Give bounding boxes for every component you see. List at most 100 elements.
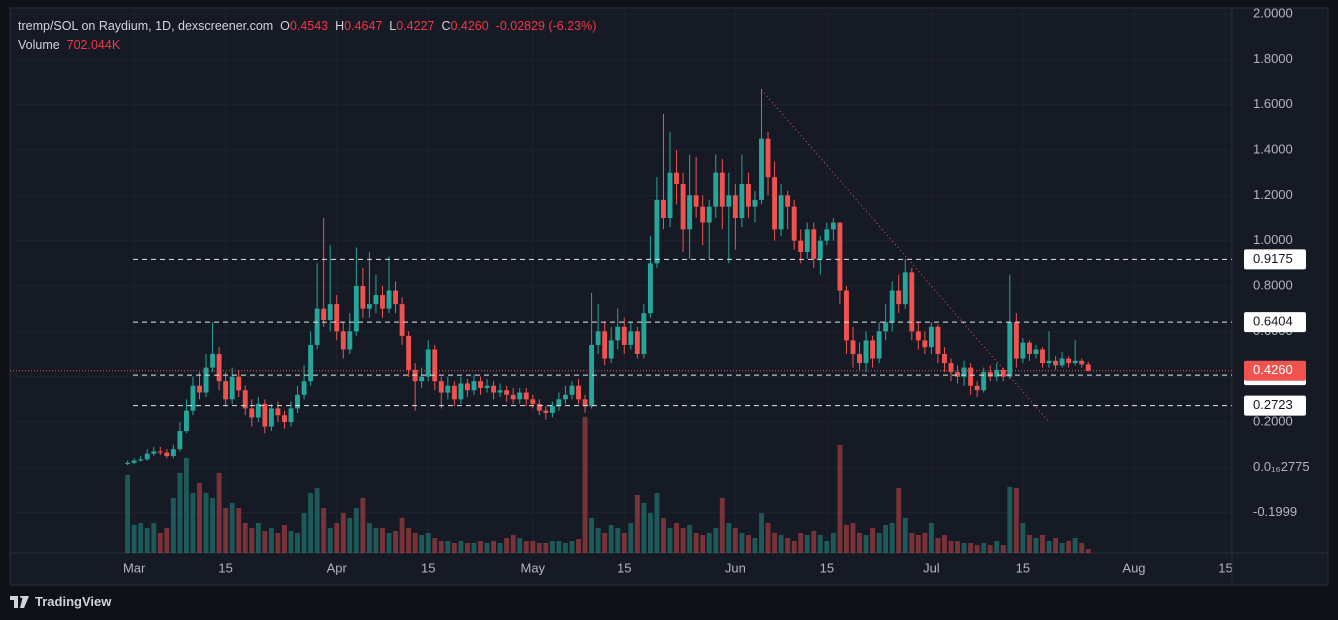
x-tick-label: Apr [327,560,348,575]
candle-body [713,172,719,207]
volume-bar [661,517,666,553]
candle-body [876,331,882,359]
volume-bar [1000,544,1006,553]
candle-body [262,403,268,427]
ohlc-value: 0.4227 [396,19,435,33]
volume-bar [223,507,229,553]
candle-body [295,394,300,409]
candle-body [987,372,993,377]
volume-bar [464,542,470,553]
candle-body [471,381,477,391]
candle-body [236,376,242,391]
x-tick-label: 15 [617,560,631,575]
candle-body [314,308,320,345]
volume-bar [994,540,1000,553]
candle-body [1059,358,1065,366]
candle-body [1079,360,1085,365]
volume-bar [543,542,549,553]
volume-bar [432,537,438,553]
volume-bar [1040,534,1045,553]
volume-bar [556,540,562,553]
candle-body [327,304,333,320]
candle-body [602,331,608,359]
candle-body [700,206,706,223]
candle-body [706,206,712,223]
volume-bar [347,517,353,553]
volume-bar [759,512,764,553]
candle-body [1085,364,1091,371]
volume-bar [863,534,869,553]
volume-bar [125,474,131,553]
candle-body [164,452,170,456]
volume-bar [1066,540,1072,553]
y-tick-label: 1.2000 [1253,187,1293,202]
candle-body [726,195,732,207]
volume-bar [229,502,235,553]
candle-body [968,367,974,386]
volume-bar [144,527,150,553]
candle-body [589,344,595,407]
volume-bar [628,522,634,553]
volume-bar [876,532,882,553]
volume-bar [765,522,771,553]
candle-body [1033,349,1039,354]
candle-body [223,381,229,400]
candle-body [399,304,405,336]
candle-body [850,340,856,354]
y-tick-label: 1.8000 [1253,51,1293,66]
volume-bar [817,534,823,553]
candle-body [157,451,163,453]
candle-body [1053,360,1059,366]
candle-body [955,372,960,377]
volume-bar [334,522,340,553]
ohlc-value: 0.4543 [289,19,329,33]
volume-bar [850,522,856,553]
y-tick-label: 0.0₁₆2775 [1253,459,1310,474]
volume-bar [752,537,758,553]
volume-bar [536,542,542,553]
ohlc-value: 0.4260 [450,19,489,33]
candle-body [347,331,353,350]
volume-bar [504,537,510,553]
volume-bar [1059,542,1065,553]
candle-body [798,240,804,252]
x-tick-label: Aug [1122,560,1145,575]
volume-bar [621,532,627,553]
candle-body [177,431,183,450]
volume-bar [706,532,712,553]
symbol-title: tremp/SOL on Raydium, 1D, dexscreener.co… [18,19,274,33]
volume-bar [262,530,268,553]
candle-body [451,385,457,400]
volume-bar [393,530,399,553]
volume-bar [471,542,477,553]
volume-bar [412,532,418,553]
volume-bar [242,522,248,553]
candle-body [497,390,503,393]
chart-panel [9,7,1329,586]
branding[interactable]: TradingView [10,594,111,609]
candle-body [719,172,725,207]
candle-body [1007,322,1013,377]
volume-bar [1079,542,1085,553]
volume-bar [275,532,281,553]
volume-bar [353,507,359,553]
candle-body [902,272,908,305]
volume-bar [1046,540,1052,553]
candle-body [745,184,751,207]
volume-bar [1053,537,1059,553]
x-tick-label: 15 [218,560,232,575]
volume-name: Volume [18,38,60,52]
candle-body [549,406,555,413]
candle-body [366,304,372,309]
volume-bar [569,540,575,553]
volume-bar [896,487,902,553]
candle-body [438,381,444,393]
candle-body [942,353,947,364]
candle-body [915,331,921,341]
candle-body [1072,360,1078,364]
candle-body [216,353,222,382]
volume-bar [327,527,333,553]
volume-bar [425,532,431,553]
candle-body [772,177,778,230]
